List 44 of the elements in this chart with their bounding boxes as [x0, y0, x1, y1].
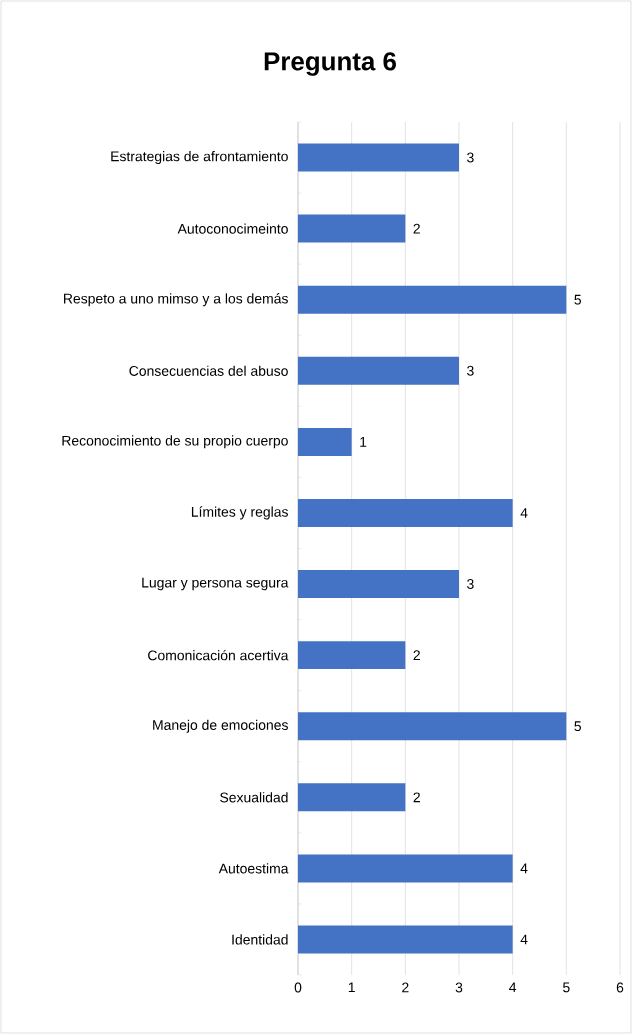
data-label: 1 [360, 437, 367, 447]
data-label: 3 [467, 152, 474, 163]
bar [298, 214, 406, 243]
x-tick-label: 2 [402, 982, 409, 993]
data-label: 5 [574, 294, 582, 305]
y-tick-label: Sexualidad [220, 792, 288, 803]
bar [298, 570, 459, 599]
y-tick-label: Respeto a uno mimso y a los demás [64, 293, 288, 307]
bar [298, 285, 567, 314]
bar [298, 427, 352, 456]
data-label: 5 [574, 721, 582, 732]
x-tick-label: 6 [616, 982, 624, 993]
bar [298, 498, 513, 527]
x-tick-label: 1 [348, 982, 355, 993]
y-tick-label: Autoestima [218, 863, 289, 874]
data-label: 4 [520, 934, 528, 945]
x-tick-label: 0 [294, 982, 302, 993]
bar [298, 712, 567, 741]
chart-title: Pregunta 6 [264, 52, 396, 76]
x-tick-label: 4 [509, 982, 517, 993]
bar [298, 641, 406, 670]
x-tick-label: 3 [455, 982, 463, 993]
data-label: 2 [413, 792, 420, 803]
bar [298, 143, 459, 172]
data-label: 3 [467, 579, 474, 589]
x-tick-label: 5 [563, 982, 570, 993]
bar [298, 783, 406, 812]
y-tick-label: Límites y reglas [191, 506, 288, 520]
bar [298, 854, 513, 883]
y-tick-label: Identidad [232, 934, 288, 945]
y-tick-label: Consecuencias del abuso [129, 365, 288, 376]
y-tick-label: Manejo de emociones [153, 719, 288, 733]
data-label: 4 [520, 863, 528, 874]
y-tick-label: Reconocimiento de su propio cuerpo [62, 435, 288, 449]
y-tick-label: Comonicación acertiva [148, 649, 289, 661]
bar [298, 925, 513, 954]
y-tick-label: Autoconocimeinto [177, 223, 288, 234]
y-tick-label: Lugar y persona segura [142, 577, 289, 591]
data-label: 3 [467, 365, 474, 376]
data-label: 2 [413, 650, 420, 660]
data-label: 2 [413, 223, 420, 234]
data-label: 4 [520, 508, 528, 518]
y-tick-label: Estrategias de afrontamiento [111, 151, 288, 165]
bar [298, 356, 459, 385]
